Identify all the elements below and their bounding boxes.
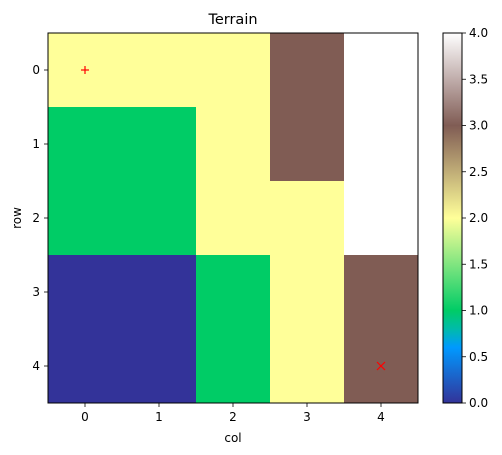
x-axis-ticks: 0 1 2 3 4 <box>81 403 385 424</box>
plus-marker <box>81 66 89 74</box>
heatmap-cell-r2-c2 <box>196 181 271 256</box>
heatmap-cell-r0-c1 <box>122 33 197 108</box>
y-axis-label: row <box>10 207 24 229</box>
x-marker <box>376 361 386 371</box>
heatmap-cells <box>48 33 419 404</box>
y-tick-label: 1 <box>32 137 40 151</box>
y-tick-label: 4 <box>32 359 40 373</box>
heatmap-cell-r4-c1 <box>122 329 197 404</box>
colorbar-tick-label: 2.5 <box>469 165 488 179</box>
heatmap-cell-r3-c1 <box>122 255 197 330</box>
heatmap-cell-r1-c2 <box>196 107 271 182</box>
colorbar-ticks: 0.0 0.5 1.0 1.5 2.0 2.5 3.0 3.5 4.0 <box>462 26 488 410</box>
heatmap-cell-r1-c1 <box>122 107 197 182</box>
heatmap-cell-r4-c2 <box>196 329 271 404</box>
heatmap-cell-r3-c0 <box>48 255 123 330</box>
heatmap-cell-r4-c0 <box>48 329 123 404</box>
heatmap-cell-r1-c3 <box>270 107 345 182</box>
heatmap-cell-r3-c2 <box>196 255 271 330</box>
colorbar-tick-label: 1.5 <box>469 257 488 271</box>
y-tick-label: 0 <box>32 63 40 77</box>
heatmap-cell-r0-c4 <box>344 33 419 108</box>
colorbar-tick-label: 0.0 <box>469 396 488 410</box>
x-tick-label: 1 <box>155 410 163 424</box>
heatmap-cell-r1-c0 <box>48 107 123 182</box>
heatmap-cell-r2-c0 <box>48 181 123 256</box>
heatmap-cell-r4-c3 <box>270 329 345 404</box>
colorbar-tick-label: 2.0 <box>469 211 488 225</box>
heatmap-cell-r2-c1 <box>122 181 197 256</box>
colorbar-tick-label: 0.5 <box>469 350 488 364</box>
colorbar-tick-label: 3.0 <box>469 119 488 133</box>
x-axis-label: col <box>224 431 241 445</box>
colorbar-tick-label: 1.0 <box>469 304 488 318</box>
x-tick-label: 3 <box>303 410 311 424</box>
y-tick-label: 3 <box>32 285 40 299</box>
x-tick-label: 2 <box>229 410 237 424</box>
heatmap-cell-r2-c4 <box>344 181 419 256</box>
x-tick-label: 0 <box>81 410 89 424</box>
heatmap-cell-r2-c3 <box>270 181 345 256</box>
chart-title: Terrain <box>207 12 257 28</box>
colorbar-tick-label: 4.0 <box>469 26 488 40</box>
heatmap-cell-r3-c4 <box>344 255 419 330</box>
y-axis-ticks: 0 1 2 3 4 <box>32 63 48 373</box>
y-tick-label: 2 <box>32 211 40 225</box>
heatmap-cell-r0-c2 <box>196 33 271 108</box>
heatmap-cell-r1-c4 <box>344 107 419 182</box>
heatmap-markers <box>81 66 386 371</box>
colorbar <box>442 32 463 404</box>
heatmap-cell-r3-c3 <box>270 255 345 330</box>
heatmap-cell-r0-c3 <box>270 33 345 108</box>
colorbar-tick-label: 3.5 <box>469 72 488 86</box>
x-tick-label: 4 <box>377 410 385 424</box>
